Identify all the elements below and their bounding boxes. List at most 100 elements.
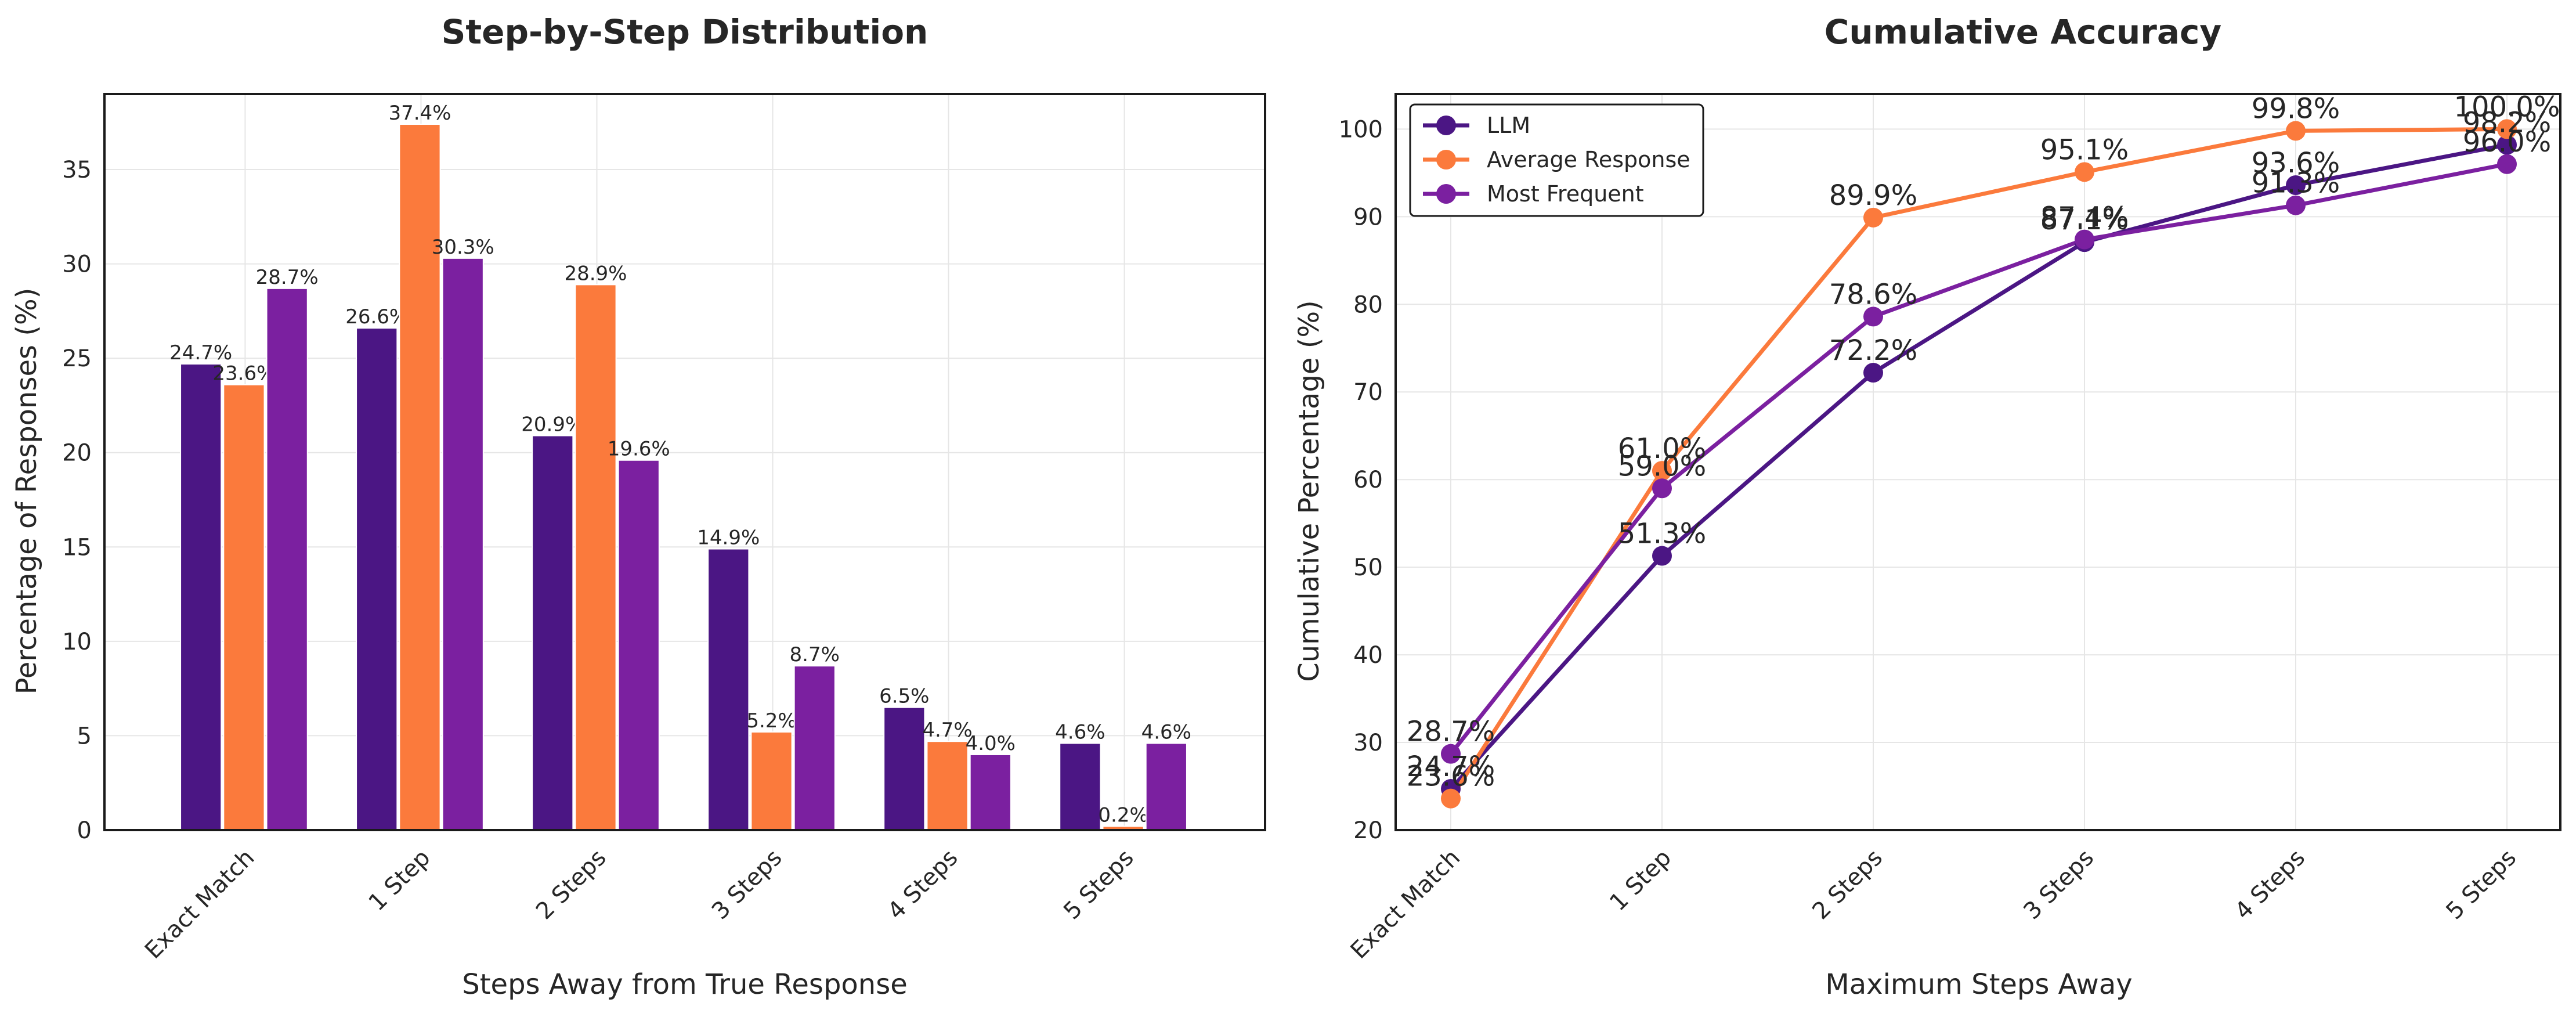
bar-value-label: 37.4% — [388, 102, 451, 125]
bar — [707, 548, 750, 831]
point-value-label: 100.0% — [2454, 91, 2560, 123]
bar-value-label: 26.6% — [345, 305, 408, 329]
data-point — [2075, 229, 2094, 250]
bar-value-label: 23.6% — [212, 362, 275, 385]
legend-marker — [1436, 116, 1456, 135]
point-value-label: 87.1% — [2040, 204, 2129, 236]
bar — [356, 327, 398, 831]
y-tick-label: 20 — [62, 440, 92, 467]
x-tick-label: 4 Steps — [2230, 845, 2310, 925]
bar — [266, 287, 308, 831]
bar-value-label: 4.6% — [1141, 720, 1191, 744]
bar-value-label: 5.2% — [746, 709, 796, 733]
x-tick-label: 1 Step — [364, 845, 436, 917]
y-tick-label: 50 — [1353, 554, 1383, 581]
legend-marker — [1436, 150, 1456, 170]
bar — [793, 665, 836, 831]
bar — [180, 363, 222, 831]
x-tick-label: 2 Steps — [531, 845, 612, 925]
point-value-label: 96.0% — [2463, 126, 2551, 158]
legend-marker — [1436, 184, 1456, 204]
bar-value-label: 19.6% — [608, 438, 670, 461]
point-value-label: 99.8% — [2252, 92, 2340, 125]
point-value-label: 91.3% — [2252, 167, 2340, 200]
bar-value-label: 0.2% — [1098, 803, 1148, 827]
x-tick-label: 5 Steps — [1058, 845, 1139, 925]
bar-value-label: 30.3% — [432, 236, 494, 259]
data-point — [1652, 478, 1672, 499]
data-point — [1652, 546, 1672, 566]
point-value-label: 95.1% — [2040, 134, 2129, 166]
y-tick-label: 10 — [62, 629, 92, 655]
data-point — [1863, 207, 1883, 228]
bar — [1145, 742, 1187, 831]
x-tick-label: Exact Match — [1346, 845, 1465, 964]
data-point — [2075, 162, 2094, 182]
y-tick-label: 30 — [1353, 730, 1383, 756]
bar-value-label: 4.0% — [966, 732, 1016, 755]
y-tick-label: 80 — [1353, 291, 1383, 318]
y-tick-label: 0 — [77, 817, 92, 844]
point-value-label: 24.7% — [1407, 751, 1495, 783]
bar — [883, 706, 926, 831]
plot-frame — [1394, 93, 2561, 831]
data-point — [1652, 461, 1672, 481]
x-tick-label: 3 Steps — [707, 845, 787, 925]
point-value-label: 72.2% — [1829, 334, 1917, 367]
bar — [969, 753, 1011, 831]
data-point — [2286, 195, 2306, 215]
bar-chart-xlabel: Steps Away from True Response — [462, 968, 907, 1001]
bar — [399, 124, 441, 831]
line-chart-title: Cumulative Accuracy — [1824, 12, 2221, 52]
y-tick-label: 15 — [62, 534, 92, 561]
bar-value-label: 14.9% — [697, 526, 760, 550]
data-point — [2497, 154, 2517, 174]
point-value-label: 89.9% — [1829, 179, 1917, 212]
bar — [442, 257, 484, 831]
bar — [617, 459, 660, 831]
bar-value-label: 8.7% — [790, 643, 840, 666]
bar — [532, 435, 574, 831]
bar — [750, 731, 793, 831]
bar-chart-ylabel: Percentage of Responses (%) — [10, 288, 43, 695]
y-tick-label: 25 — [62, 345, 92, 372]
line-chart-xlabel: Maximum Steps Away — [1825, 968, 2132, 1001]
bar-value-label: 4.6% — [1055, 720, 1105, 744]
x-tick-label: 5 Steps — [2441, 845, 2521, 925]
y-tick-label: 40 — [1353, 642, 1383, 669]
x-tick-label: 1 Step — [1605, 845, 1677, 917]
bar — [926, 741, 969, 831]
bar — [575, 284, 617, 831]
point-value-label: 23.6% — [1407, 760, 1495, 793]
point-value-label: 98.2% — [2463, 107, 2551, 139]
y-tick-label: 30 — [62, 251, 92, 278]
bar-value-label: 24.7% — [169, 341, 232, 365]
bar-chart-title: Step-by-Step Distribution — [442, 12, 928, 52]
series-line — [1449, 162, 2508, 755]
bar — [1059, 742, 1101, 831]
data-point — [2497, 119, 2517, 139]
x-tick-label: 4 Steps — [883, 845, 963, 925]
data-point — [2286, 121, 2306, 141]
y-tick-label: 5 — [77, 723, 92, 749]
bar — [223, 384, 265, 831]
series-line — [1449, 127, 2508, 800]
legend-label: LLM — [1487, 113, 1530, 138]
data-point — [1863, 363, 1883, 383]
data-point — [1441, 744, 1461, 764]
line-chart-panel: Cumulative Accuracy Maximum Steps Away C… — [1293, 12, 2561, 1001]
y-tick-label: 60 — [1353, 467, 1383, 493]
bar-value-label: 4.7% — [922, 719, 972, 742]
series-line — [1449, 143, 2508, 791]
y-tick-label: 20 — [1353, 817, 1383, 844]
y-tick-label: 70 — [1353, 379, 1383, 406]
plot-frame — [103, 93, 1266, 831]
legend-label: Average Response — [1487, 147, 1690, 172]
data-point — [1863, 306, 1883, 327]
point-value-label: 78.6% — [1829, 278, 1917, 311]
bar-value-label: 28.9% — [564, 262, 627, 285]
x-tick-label: 3 Steps — [2018, 845, 2099, 925]
data-point — [2497, 135, 2517, 155]
y-tick-label: 35 — [62, 157, 92, 183]
